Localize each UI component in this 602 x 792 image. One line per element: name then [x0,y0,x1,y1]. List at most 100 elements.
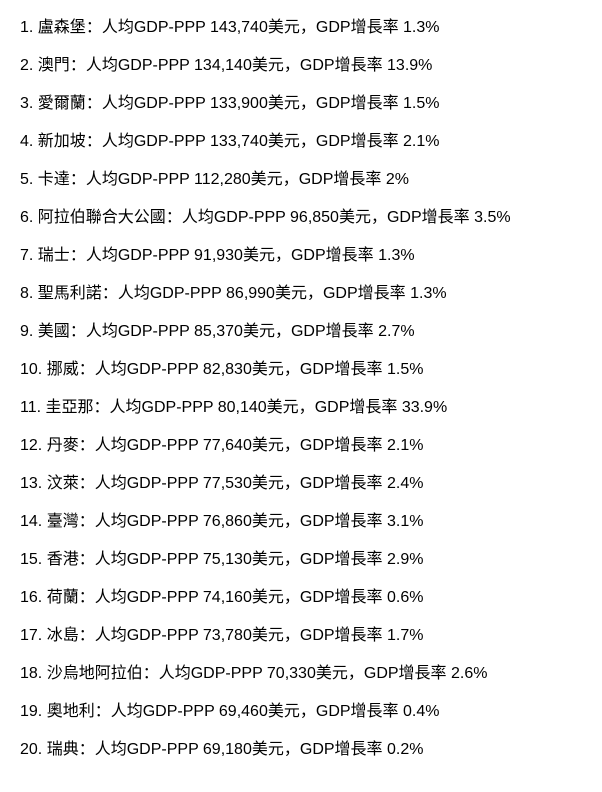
growth-value: 33.9% [402,399,447,416]
growth-label: GDP增長率 [300,741,387,758]
gdp-suffix: 美元 [252,589,284,606]
list-item: 挪威：人均GDP-PPP 82,830美元，GDP增長率 1.5% [20,358,582,382]
gdp-value: 73,780 [203,627,252,644]
gdp-value: 134,140 [194,57,252,74]
list-item: 瑞典：人均GDP-PPP 69,180美元，GDP增長率 0.2% [20,738,582,762]
gdp-value: 70,330 [267,665,316,682]
gdp-suffix: 美元 [251,171,283,188]
gdp-suffix: 美元 [252,437,284,454]
growth-label: GDP增長率 [315,399,402,416]
gdp-value: 96,850 [290,209,339,226]
country-name: 瑞士 [38,247,70,264]
country-name: 臺灣 [47,513,79,530]
growth-label: GDP增長率 [316,133,403,150]
gdp-suffix: 美元 [339,209,371,226]
growth-value: 2.4% [387,475,423,492]
gdp-label: 人均GDP-PPP [86,171,194,188]
gdp-label: 人均GDP-PPP [102,95,210,112]
growth-label: GDP增長率 [291,247,378,264]
gdp-label: 人均GDP-PPP [159,665,267,682]
list-item: 愛爾蘭：人均GDP-PPP 133,900美元，GDP增長率 1.5% [20,92,582,116]
gdp-label: 人均GDP-PPP [102,19,210,36]
gdp-suffix: 美元 [252,361,284,378]
growth-value: 2.1% [403,133,439,150]
country-name: 卡達 [38,171,70,188]
gdp-label: 人均GDP-PPP [118,285,226,302]
gdp-suffix: 美元 [268,703,300,720]
gdp-suffix: 美元 [252,741,284,758]
growth-value: 2.1% [387,437,423,454]
gdp-suffix: 美元 [268,95,300,112]
gdp-value: 85,370 [194,323,243,340]
list-item: 冰島：人均GDP-PPP 73,780美元，GDP增長率 1.7% [20,624,582,648]
gdp-label: 人均GDP-PPP [111,703,219,720]
growth-value: 3.1% [387,513,423,530]
gdp-label: 人均GDP-PPP [95,437,203,454]
gdp-label: 人均GDP-PPP [86,247,194,264]
gdp-value: 69,460 [219,703,268,720]
gdp-suffix: 美元 [252,627,284,644]
growth-label: GDP增長率 [316,95,403,112]
gdp-value: 91,930 [194,247,243,264]
country-name: 丹麥 [47,437,79,454]
growth-value: 2.7% [378,323,414,340]
gdp-label: 人均GDP-PPP [182,209,290,226]
list-item: 荷蘭：人均GDP-PPP 74,160美元，GDP增長率 0.6% [20,586,582,610]
list-item: 瑞士：人均GDP-PPP 91,930美元，GDP增長率 1.3% [20,244,582,268]
list-item: 圭亞那：人均GDP-PPP 80,140美元，GDP增長率 33.9% [20,396,582,420]
country-name: 澳門 [38,57,70,74]
gdp-suffix: 美元 [243,323,275,340]
growth-value: 1.3% [410,285,446,302]
gdp-value: 80,140 [218,399,267,416]
growth-label: GDP增長率 [291,323,378,340]
growth-label: GDP增長率 [387,209,474,226]
growth-label: GDP增長率 [316,19,403,36]
growth-value: 2.6% [451,665,487,682]
gdp-label: 人均GDP-PPP [95,361,203,378]
list-item: 沙烏地阿拉伯：人均GDP-PPP 70,330美元，GDP增長率 2.6% [20,662,582,686]
growth-label: GDP增長率 [300,475,387,492]
list-item: 奧地利：人均GDP-PPP 69,460美元，GDP增長率 0.4% [20,700,582,724]
gdp-value: 82,830 [203,361,252,378]
growth-value: 2% [386,171,409,188]
country-name: 香港 [47,551,79,568]
gdp-suffix: 美元 [267,399,299,416]
growth-value: 1.5% [403,95,439,112]
country-name: 新加坡 [38,133,86,150]
gdp-label: 人均GDP-PPP [95,475,203,492]
gdp-value: 76,860 [203,513,252,530]
country-name: 聖馬利諾 [38,285,102,302]
gdp-suffix: 美元 [275,285,307,302]
growth-label: GDP增長率 [300,437,387,454]
list-item: 阿拉伯聯合大公國：人均GDP-PPP 96,850美元，GDP增長率 3.5% [20,206,582,230]
growth-value: 1.3% [378,247,414,264]
gdp-value: 143,740 [210,19,268,36]
growth-label: GDP增長率 [299,171,386,188]
gdp-suffix: 美元 [243,247,275,264]
gdp-label: 人均GDP-PPP [95,627,203,644]
country-name: 荷蘭 [47,589,79,606]
growth-label: GDP增長率 [300,361,387,378]
gdp-label: 人均GDP-PPP [86,57,194,74]
country-name: 沙烏地阿拉伯 [47,665,143,682]
growth-label: GDP增長率 [300,589,387,606]
growth-label: GDP增長率 [323,285,410,302]
growth-value: 0.2% [387,741,423,758]
gdp-label: 人均GDP-PPP [95,551,203,568]
growth-label: GDP增長率 [316,703,403,720]
gdp-suffix: 美元 [316,665,348,682]
list-item: 澳門：人均GDP-PPP 134,140美元，GDP增長率 13.9% [20,54,582,78]
gdp-value: 77,640 [203,437,252,454]
gdp-suffix: 美元 [252,475,284,492]
list-item: 香港：人均GDP-PPP 75,130美元，GDP增長率 2.9% [20,548,582,572]
list-item: 新加坡：人均GDP-PPP 133,740美元，GDP增長率 2.1% [20,130,582,154]
gdp-value: 77,530 [203,475,252,492]
growth-value: 1.3% [403,19,439,36]
country-name: 挪威 [47,361,79,378]
gdp-label: 人均GDP-PPP [110,399,218,416]
gdp-suffix: 美元 [268,19,300,36]
gdp-value: 86,990 [226,285,275,302]
growth-value: 13.9% [387,57,432,74]
list-item: 盧森堡：人均GDP-PPP 143,740美元，GDP增長率 1.3% [20,16,582,40]
gdp-value: 75,130 [203,551,252,568]
